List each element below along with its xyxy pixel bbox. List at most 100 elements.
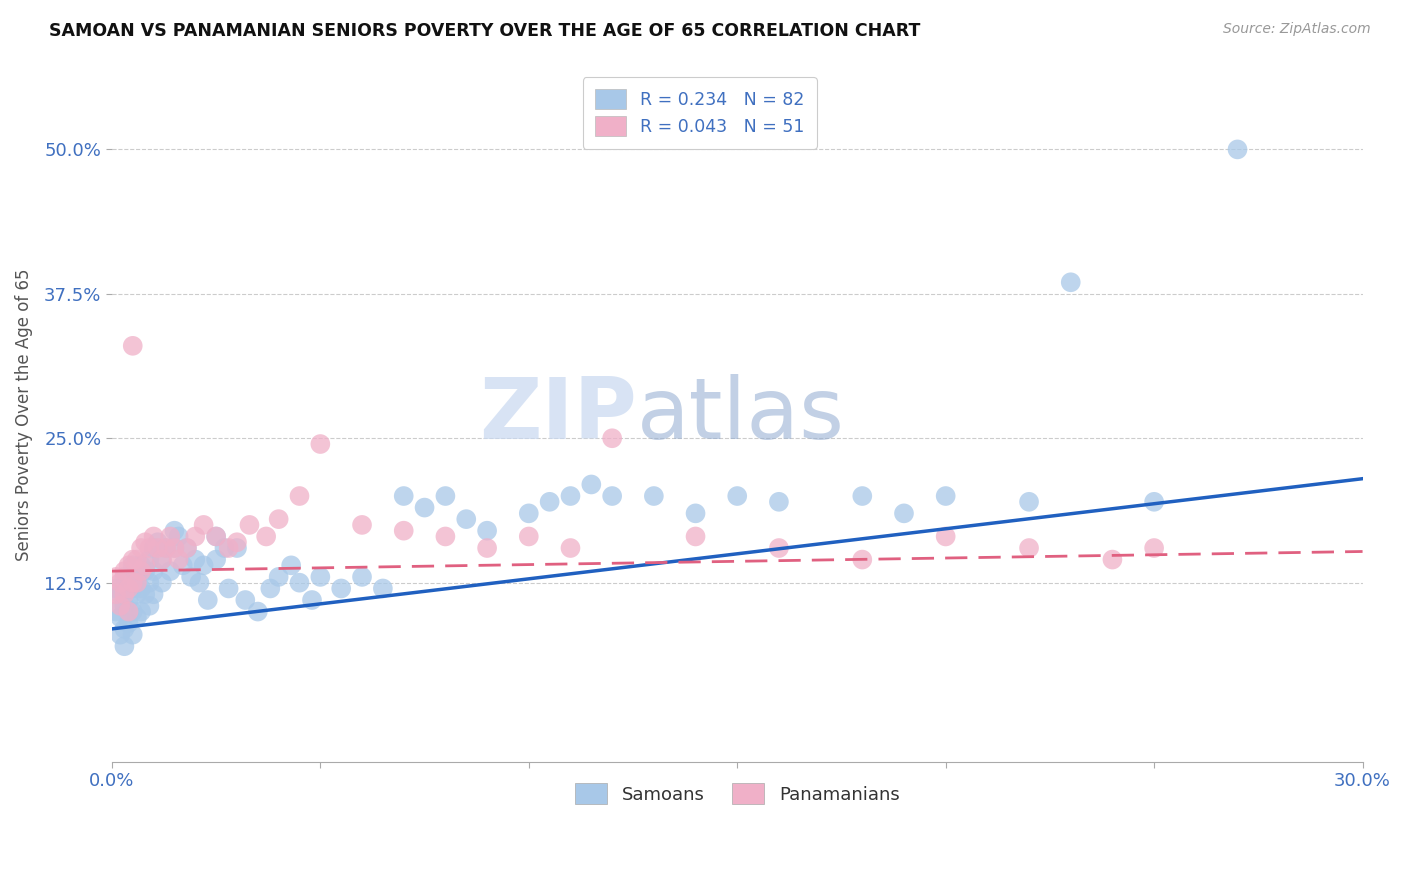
Point [146,535,169,549]
Point [288,575,311,590]
Point [117,575,139,590]
Point [214,541,236,555]
Point [1060,275,1083,289]
Point [685,507,707,521]
Point [150,552,173,566]
Point [121,605,143,619]
Point [134,535,156,549]
Point [205,529,228,543]
Point [267,512,290,526]
Point [1101,552,1123,566]
Point [167,552,190,566]
Point [142,587,165,601]
Point [112,599,135,613]
Point [176,541,198,555]
Point [110,610,132,624]
Point [117,582,139,596]
Point [350,570,373,584]
Point [105,570,128,584]
Point [768,541,790,555]
Point [643,489,665,503]
Point [456,512,478,526]
Point [163,541,186,555]
Point [129,558,152,573]
Point [538,495,561,509]
Point [935,489,957,503]
Point [517,507,540,521]
Point [112,639,135,653]
Point [434,529,457,543]
Point [112,587,135,601]
Point [475,541,498,555]
Point [172,558,194,573]
Point [110,587,132,601]
Point [134,558,156,573]
Point [125,610,148,624]
Point [254,529,277,543]
Point [893,507,915,521]
Point [125,570,148,584]
Text: SAMOAN VS PANAMANIAN SENIORS POVERTY OVER THE AGE OF 65 CORRELATION CHART: SAMOAN VS PANAMANIAN SENIORS POVERTY OVE… [49,22,921,40]
Point [226,541,249,555]
Point [129,582,152,596]
Point [142,529,165,543]
Point [138,552,160,566]
Point [134,564,156,578]
Text: Source: ZipAtlas.com: Source: ZipAtlas.com [1223,22,1371,37]
Point [117,558,139,573]
Point [685,529,707,543]
Point [725,489,748,503]
Y-axis label: Seniors Poverty Over the Age of 65: Seniors Poverty Over the Age of 65 [15,268,32,561]
Point [1018,495,1040,509]
Point [259,582,281,596]
Point [581,477,603,491]
Point [309,570,332,584]
Point [193,558,215,573]
Point [188,575,211,590]
Point [1143,541,1166,555]
Point [129,541,152,555]
Point [112,570,135,584]
Point [105,605,128,619]
Point [105,582,128,596]
Point [233,593,256,607]
Point [517,529,540,543]
Point [117,593,139,607]
Point [371,582,394,596]
Point [475,524,498,538]
Point [125,575,148,590]
Point [121,582,143,596]
Point [110,628,132,642]
Point [121,339,143,353]
Point [280,558,302,573]
Point [434,489,457,503]
Point [138,599,160,613]
Point [117,616,139,631]
Point [150,575,173,590]
Point [1226,142,1249,156]
Point [238,517,260,532]
Point [392,524,415,538]
Point [163,541,186,555]
Point [330,582,353,596]
Text: atlas: atlas [637,374,845,457]
Text: ZIP: ZIP [479,374,637,457]
Point [350,517,373,532]
Point [163,524,186,538]
Point [180,570,202,584]
Point [560,541,582,555]
Point [155,541,177,555]
Point [125,587,148,601]
Point [935,529,957,543]
Point [600,431,623,445]
Point [159,529,181,543]
Point [1143,495,1166,509]
Point [301,593,323,607]
Point [1018,541,1040,555]
Point [112,622,135,636]
Point [110,575,132,590]
Point [159,564,181,578]
Point [226,535,249,549]
Point [205,552,228,566]
Point [142,541,165,555]
